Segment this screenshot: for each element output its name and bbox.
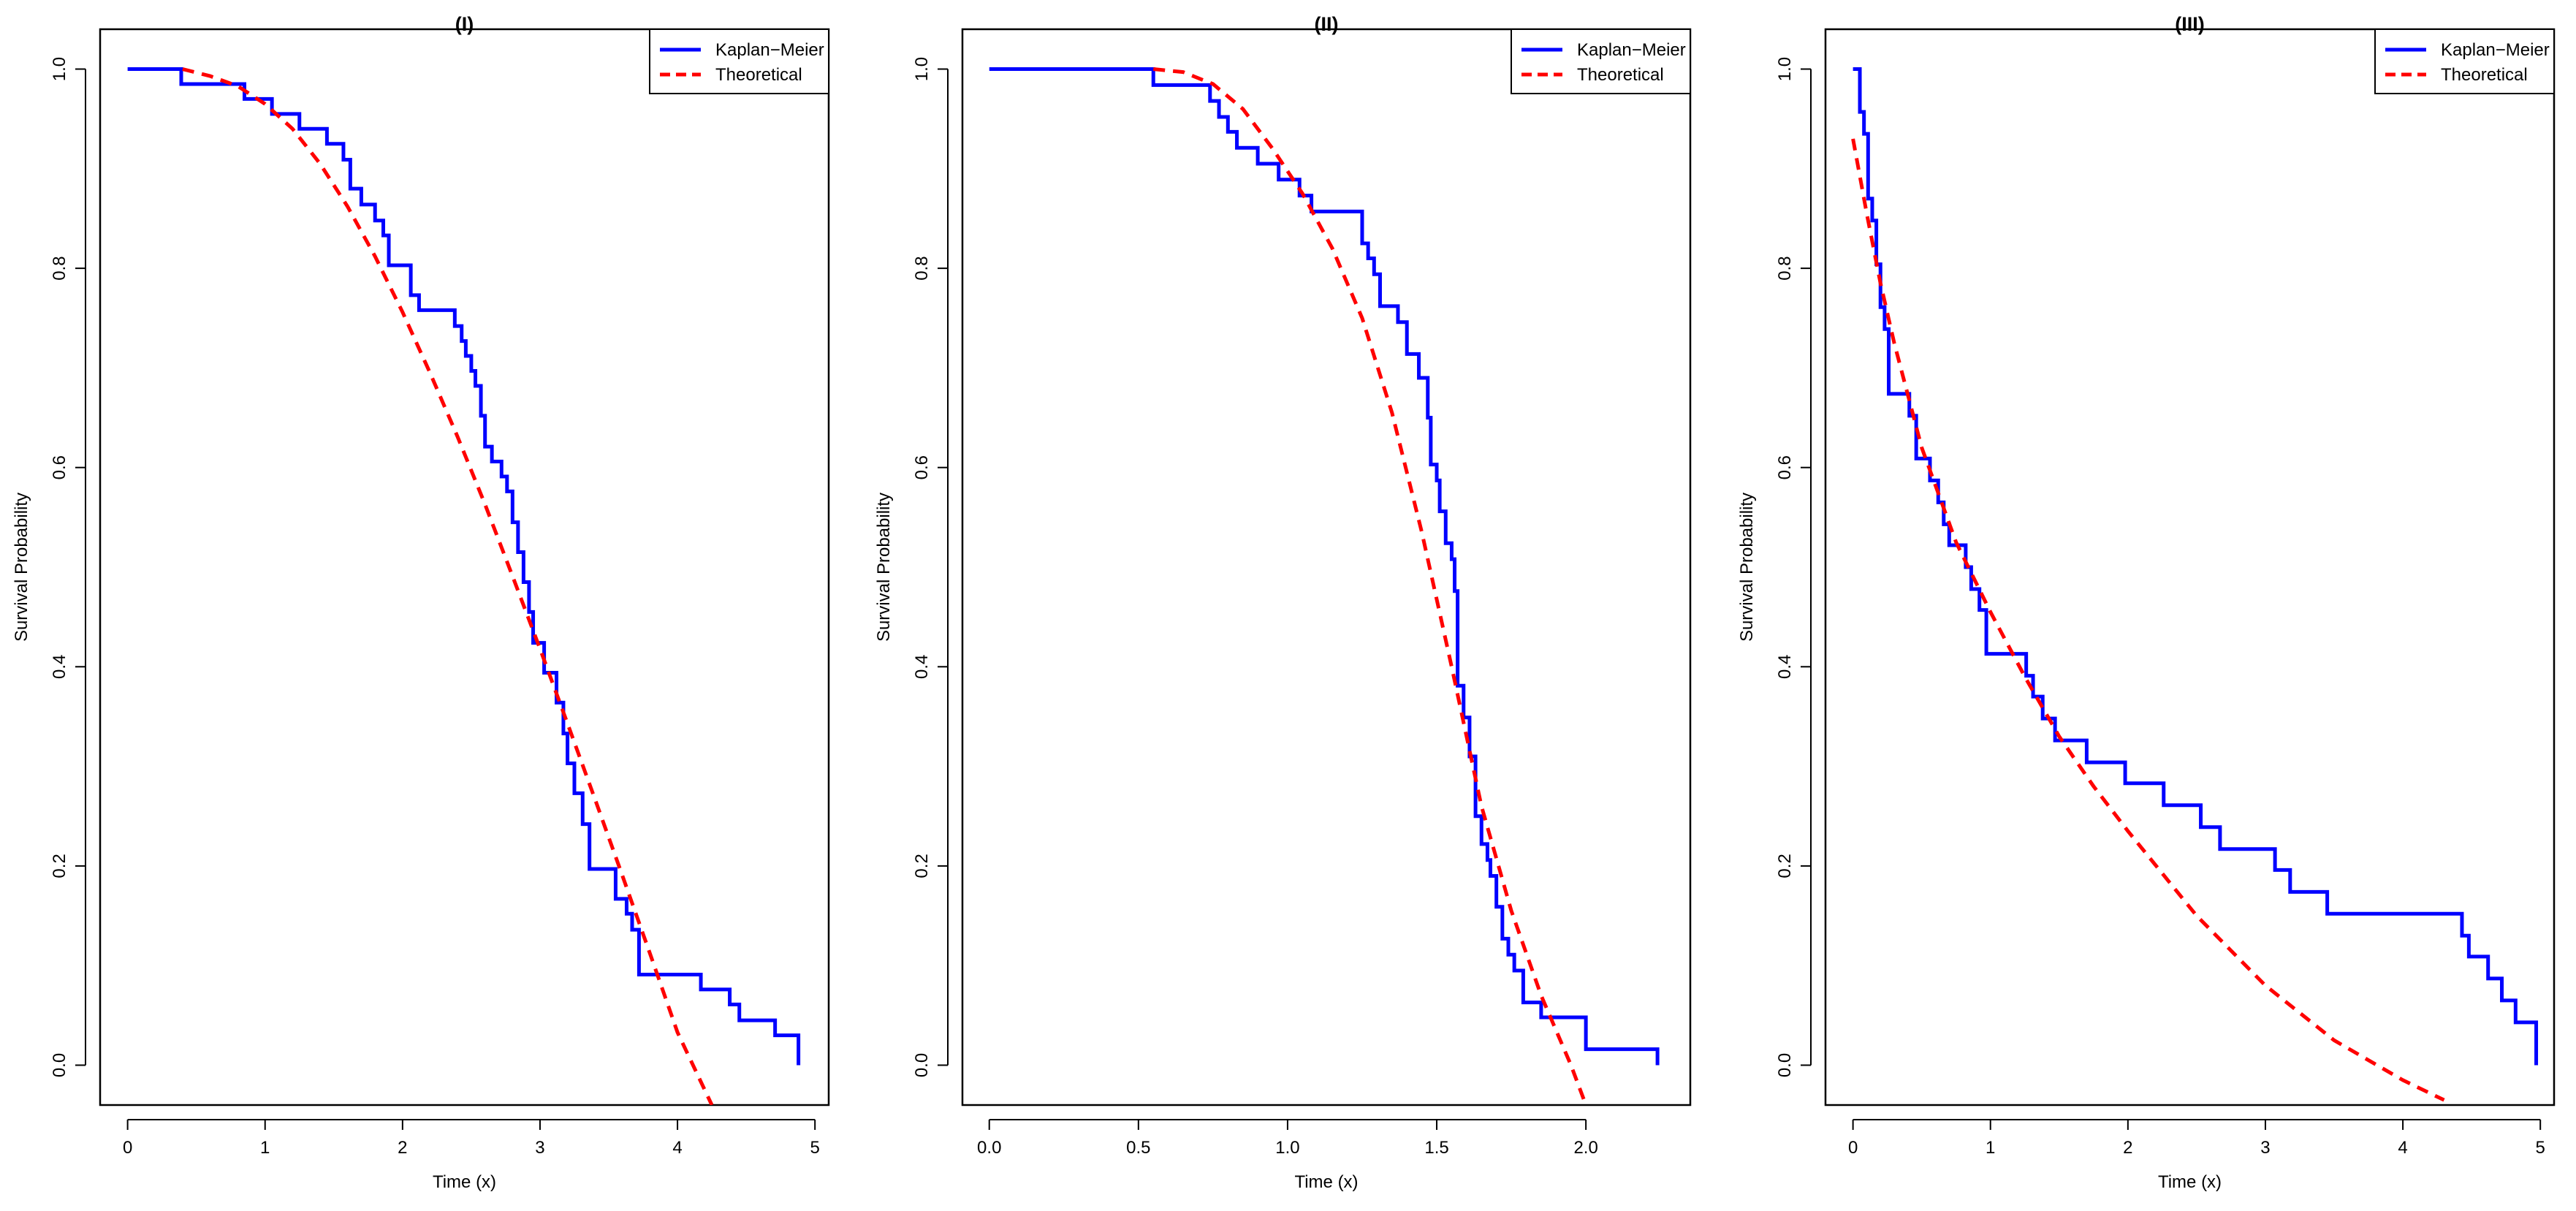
- y-tick-label: 0.2: [912, 854, 932, 878]
- x-tick-label: 1: [1986, 1138, 1995, 1158]
- legend-km-label: Kaplan−Meier: [715, 40, 824, 60]
- legend-theoretical-label: Theoretical: [2441, 65, 2528, 85]
- legend-box: [649, 29, 829, 94]
- x-tick-label: 0.5: [1126, 1138, 1150, 1158]
- x-tick-label: 2: [2123, 1138, 2132, 1158]
- y-axis-label: Survival Probability: [874, 493, 894, 642]
- panel-II: (II) 0.0 0.5 1.0 1.5 2.0 Time (x) 0.0 0.2 0.4 0.6 0…: [874, 13, 1692, 1192]
- plot-frame: [961, 28, 1692, 1106]
- plot-frame: [99, 28, 830, 1106]
- x-axis-label: Time (x): [2158, 1172, 2222, 1192]
- x-tick-label: 4: [2398, 1138, 2407, 1158]
- x-tick-label: 1: [260, 1138, 270, 1158]
- x-axis-label: Time (x): [433, 1172, 496, 1192]
- plot-area: [989, 67, 1660, 1105]
- y-tick-label: 0.0: [1775, 1053, 1795, 1077]
- y-axis-label: Survival Probability: [12, 493, 31, 642]
- y-tick-label: 1.0: [912, 57, 932, 81]
- y-tick-label: 0.8: [1775, 256, 1795, 280]
- legend-theoretical-label: Theoretical: [1577, 65, 1664, 85]
- y-tick-label: 0.2: [50, 854, 69, 878]
- plot-area: [127, 67, 801, 1105]
- y-tick-label: 0.4: [50, 655, 69, 679]
- y-tick-label: 0.8: [50, 256, 69, 280]
- y-tick-label: 1.0: [1775, 57, 1795, 81]
- x-tick-label: 1.0: [1275, 1138, 1299, 1158]
- x-tick-label: 5: [2536, 1138, 2545, 1158]
- y-tick-label: 0.6: [50, 455, 69, 479]
- y-tick-label: 0.2: [1775, 854, 1795, 878]
- legend-km-label: Kaplan−Meier: [1577, 40, 1686, 60]
- x-tick-label: 4: [672, 1138, 682, 1158]
- chart-title: (II): [1315, 13, 1339, 35]
- legend-theoretical-label: Theoretical: [715, 65, 802, 85]
- y-axis-label: Survival Probability: [1737, 493, 1757, 642]
- x-tick-label: 3: [535, 1138, 544, 1158]
- panel-I: (I) 0 1 2 3 4 5 Time (x) 0.0 0.2 0.4 0.6 0.8 1.0 Survi…: [12, 13, 830, 1192]
- y-tick-label: 1.0: [50, 57, 69, 81]
- x-tick-label: 3: [2260, 1138, 2270, 1158]
- x-axis-label: Time (x): [1294, 1172, 1358, 1192]
- theoretical-dashed-curve: [1152, 67, 1588, 1105]
- y-tick-label: 0.4: [912, 655, 932, 679]
- plot-area: [1851, 67, 2539, 1102]
- legend-box: [2374, 29, 2555, 94]
- km-step-curve: [1853, 67, 2539, 1066]
- x-tick-label: 5: [810, 1138, 820, 1158]
- y-tick-label: 0.4: [1775, 655, 1795, 679]
- y-tick-label: 0.6: [1775, 455, 1795, 479]
- panel-III: (III) 0 1 2 3 4 5 Time (x) 0.0 0.2 0.4 0.6 0.8 1.0 Sur…: [1737, 13, 2556, 1192]
- theoretical-dashed-curve: [182, 67, 714, 1105]
- legend-km-label: Kaplan−Meier: [2441, 40, 2550, 60]
- plot-frame: [1824, 28, 2556, 1106]
- km-step-curve: [989, 67, 1660, 1066]
- km-step-curve: [127, 67, 801, 1066]
- theoretical-dashed-curve: [1851, 138, 2445, 1102]
- legend-box: [1511, 29, 1691, 94]
- y-tick-label: 0.0: [50, 1053, 69, 1077]
- chart-title: (I): [455, 13, 474, 35]
- chart-title: (III): [2175, 13, 2205, 35]
- x-tick-label: 2: [398, 1138, 407, 1158]
- y-tick-label: 0.6: [912, 455, 932, 479]
- x-tick-label: 2.0: [1573, 1138, 1597, 1158]
- x-tick-label: 0: [1848, 1138, 1858, 1158]
- y-tick-label: 0.0: [912, 1053, 932, 1077]
- x-tick-label: 0.0: [977, 1138, 1001, 1158]
- x-tick-label: 0: [123, 1138, 132, 1158]
- x-tick-label: 1.5: [1424, 1138, 1448, 1158]
- y-tick-label: 0.8: [912, 256, 932, 280]
